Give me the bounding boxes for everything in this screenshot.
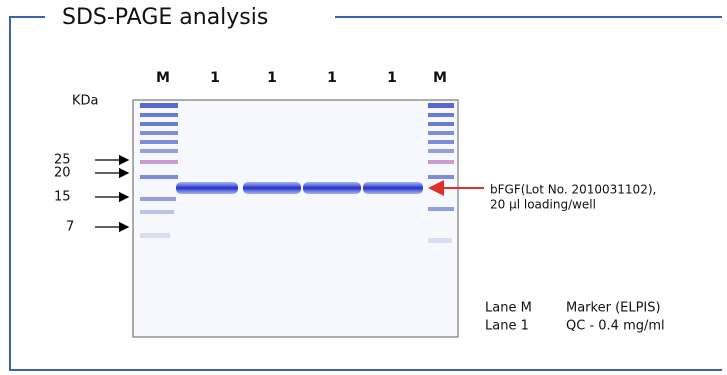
figure: SDS-PAGE analysis M 1 1 1 1 M bbox=[0, 0, 727, 375]
lane-label: M bbox=[156, 70, 170, 86]
lane-label: 1 bbox=[210, 70, 220, 86]
marker-size: 15 bbox=[54, 190, 71, 205]
marker-arrows bbox=[95, 160, 128, 227]
annotation: 20 μl loading/well bbox=[490, 198, 596, 212]
lane-label: 1 bbox=[327, 70, 337, 86]
legend-description: Marker (ELPIS) bbox=[566, 301, 661, 316]
annotation: bFGF(Lot No. 2010031102), bbox=[490, 183, 656, 197]
marker-size: 20 bbox=[54, 166, 71, 181]
legend-lane: Lane 1 bbox=[485, 319, 529, 334]
legend-lane: Lane M bbox=[485, 301, 532, 316]
gel bbox=[133, 100, 458, 337]
marker-size: 7 bbox=[66, 220, 74, 235]
lane-label: 1 bbox=[267, 70, 277, 86]
legend-description: QC - 0.4 mg/ml bbox=[566, 319, 665, 334]
title: SDS-PAGE analysis bbox=[62, 5, 268, 30]
lane-label: 1 bbox=[387, 70, 397, 86]
lane-label: M bbox=[433, 70, 447, 86]
size-unit: KDa bbox=[72, 94, 99, 109]
